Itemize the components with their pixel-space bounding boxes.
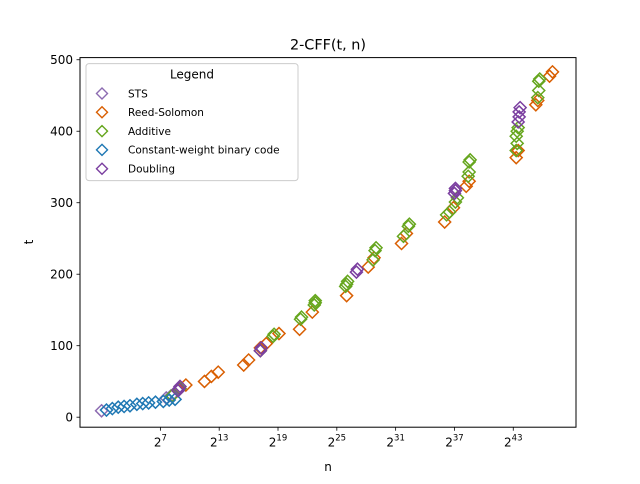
data-point	[350, 262, 365, 277]
data-point	[528, 97, 543, 112]
data-point	[530, 90, 545, 105]
data-point	[294, 310, 309, 325]
data-point	[463, 152, 478, 167]
data-point	[129, 397, 144, 412]
data-point	[542, 69, 557, 84]
data-point	[168, 392, 183, 407]
legend-marker	[95, 143, 109, 157]
legend-label: Reed-Solomon	[128, 107, 204, 119]
data-point	[156, 394, 171, 409]
series-4	[170, 100, 528, 398]
data-point	[394, 236, 409, 251]
data-point	[308, 293, 323, 308]
legend-marker	[95, 124, 109, 138]
data-point	[530, 93, 545, 108]
data-point	[511, 143, 526, 158]
data-point	[267, 327, 282, 342]
x-tick-label: 213	[210, 434, 228, 450]
y-axis-label: t	[22, 239, 36, 244]
chart-title: 2-CFF(t, n)	[290, 38, 366, 54]
x-axis-label: n	[324, 460, 332, 474]
data-point	[509, 150, 524, 165]
data-point	[509, 143, 524, 158]
data-point	[462, 164, 477, 180]
y-axis-ticks: 0 100 200 300 400 500	[50, 53, 80, 424]
y-tick-label: 200	[50, 268, 73, 282]
data-point	[545, 64, 560, 79]
legend-label: Doubling	[128, 164, 175, 176]
data-point	[510, 136, 525, 151]
data-point	[340, 274, 355, 289]
plot-frame	[79, 57, 577, 428]
data-point	[448, 194, 463, 210]
data-point	[135, 396, 150, 411]
data-point	[366, 252, 381, 267]
series-2	[165, 71, 547, 403]
data-point	[531, 83, 546, 98]
data-point	[459, 179, 474, 194]
y-tick-label: 100	[50, 339, 73, 353]
x-tick-label: 219	[269, 434, 287, 450]
x-tick-label: 237	[445, 434, 463, 450]
data-point	[111, 400, 126, 415]
y-tick-label: 300	[50, 196, 73, 210]
x-axis-ticks: 27 213 219 225 231 237 243	[154, 427, 522, 450]
data-point	[442, 204, 457, 220]
data-point	[439, 207, 454, 222]
data-point	[532, 71, 547, 87]
series-3	[99, 392, 183, 418]
data-point	[308, 295, 323, 310]
data-point	[141, 395, 156, 410]
data-point	[99, 402, 114, 418]
data-marks	[94, 64, 560, 418]
legend-marker	[95, 87, 109, 100]
data-point	[117, 399, 132, 414]
data-point	[162, 392, 177, 408]
legend-label: STS	[128, 88, 148, 100]
data-point	[368, 240, 384, 255]
data-point	[241, 352, 256, 368]
data-point	[367, 250, 382, 265]
data-point	[511, 120, 526, 135]
y-tick-label: 0	[65, 410, 73, 424]
data-point	[448, 183, 463, 198]
data-point	[236, 357, 251, 373]
data-point	[448, 181, 463, 196]
data-point	[172, 379, 188, 394]
x-tick-label: 225	[328, 434, 346, 450]
data-point	[339, 288, 354, 303]
x-tick-label: 231	[386, 434, 404, 450]
data-point	[437, 214, 452, 230]
data-point	[402, 217, 417, 232]
legend: Legend STS Reed-Solomon Additive Constant-w…	[85, 63, 299, 182]
data-point	[105, 401, 120, 416]
legend-label: Additive	[128, 126, 171, 138]
y-tick-label: 400	[50, 125, 73, 139]
data-point	[254, 340, 269, 355]
legend-marker	[95, 105, 109, 119]
legend-marker	[95, 162, 109, 176]
legend-label: Constant-weight binary code	[128, 145, 280, 157]
data-point	[211, 365, 226, 380]
data-point	[292, 322, 307, 337]
data-point	[450, 190, 465, 205]
data-point	[122, 398, 138, 413]
x-tick-label: 27	[154, 434, 167, 450]
legend-box	[85, 63, 299, 182]
y-tick-label: 500	[50, 53, 73, 67]
data-point	[305, 305, 320, 320]
x-tick-label: 243	[504, 434, 522, 450]
data-point	[513, 100, 528, 115]
data-point	[396, 229, 411, 244]
legend-title: Legend	[170, 68, 214, 82]
